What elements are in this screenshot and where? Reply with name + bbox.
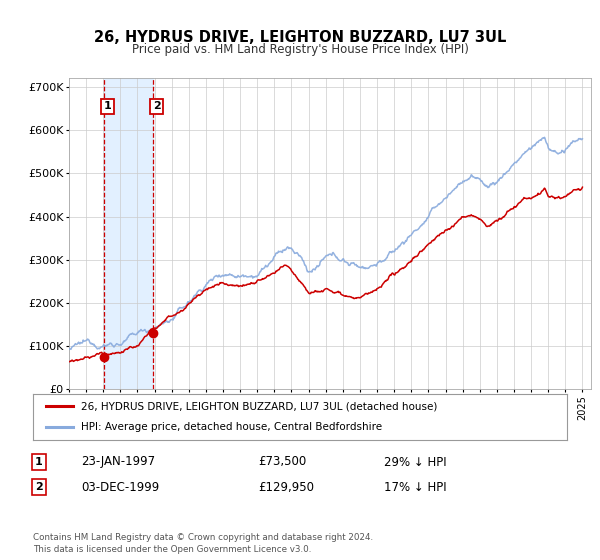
Text: 26, HYDRUS DRIVE, LEIGHTON BUZZARD, LU7 3UL (detached house): 26, HYDRUS DRIVE, LEIGHTON BUZZARD, LU7 …	[81, 401, 437, 411]
Text: £129,950: £129,950	[258, 480, 314, 494]
Text: £73,500: £73,500	[258, 455, 306, 469]
Text: 2: 2	[153, 101, 161, 111]
Text: 1: 1	[104, 101, 112, 111]
Text: HPI: Average price, detached house, Central Bedfordshire: HPI: Average price, detached house, Cent…	[81, 422, 382, 432]
Text: Price paid vs. HM Land Registry's House Price Index (HPI): Price paid vs. HM Land Registry's House …	[131, 43, 469, 56]
Text: 29% ↓ HPI: 29% ↓ HPI	[384, 455, 446, 469]
Text: Contains HM Land Registry data © Crown copyright and database right 2024.
This d: Contains HM Land Registry data © Crown c…	[33, 533, 373, 554]
Text: 26, HYDRUS DRIVE, LEIGHTON BUZZARD, LU7 3UL: 26, HYDRUS DRIVE, LEIGHTON BUZZARD, LU7 …	[94, 30, 506, 45]
Text: 17% ↓ HPI: 17% ↓ HPI	[384, 480, 446, 494]
Text: 23-JAN-1997: 23-JAN-1997	[81, 455, 155, 469]
Bar	[104, 78, 153, 389]
Text: 03-DEC-1999: 03-DEC-1999	[81, 480, 159, 494]
Text: 2: 2	[35, 482, 43, 492]
Text: 1: 1	[35, 457, 43, 467]
